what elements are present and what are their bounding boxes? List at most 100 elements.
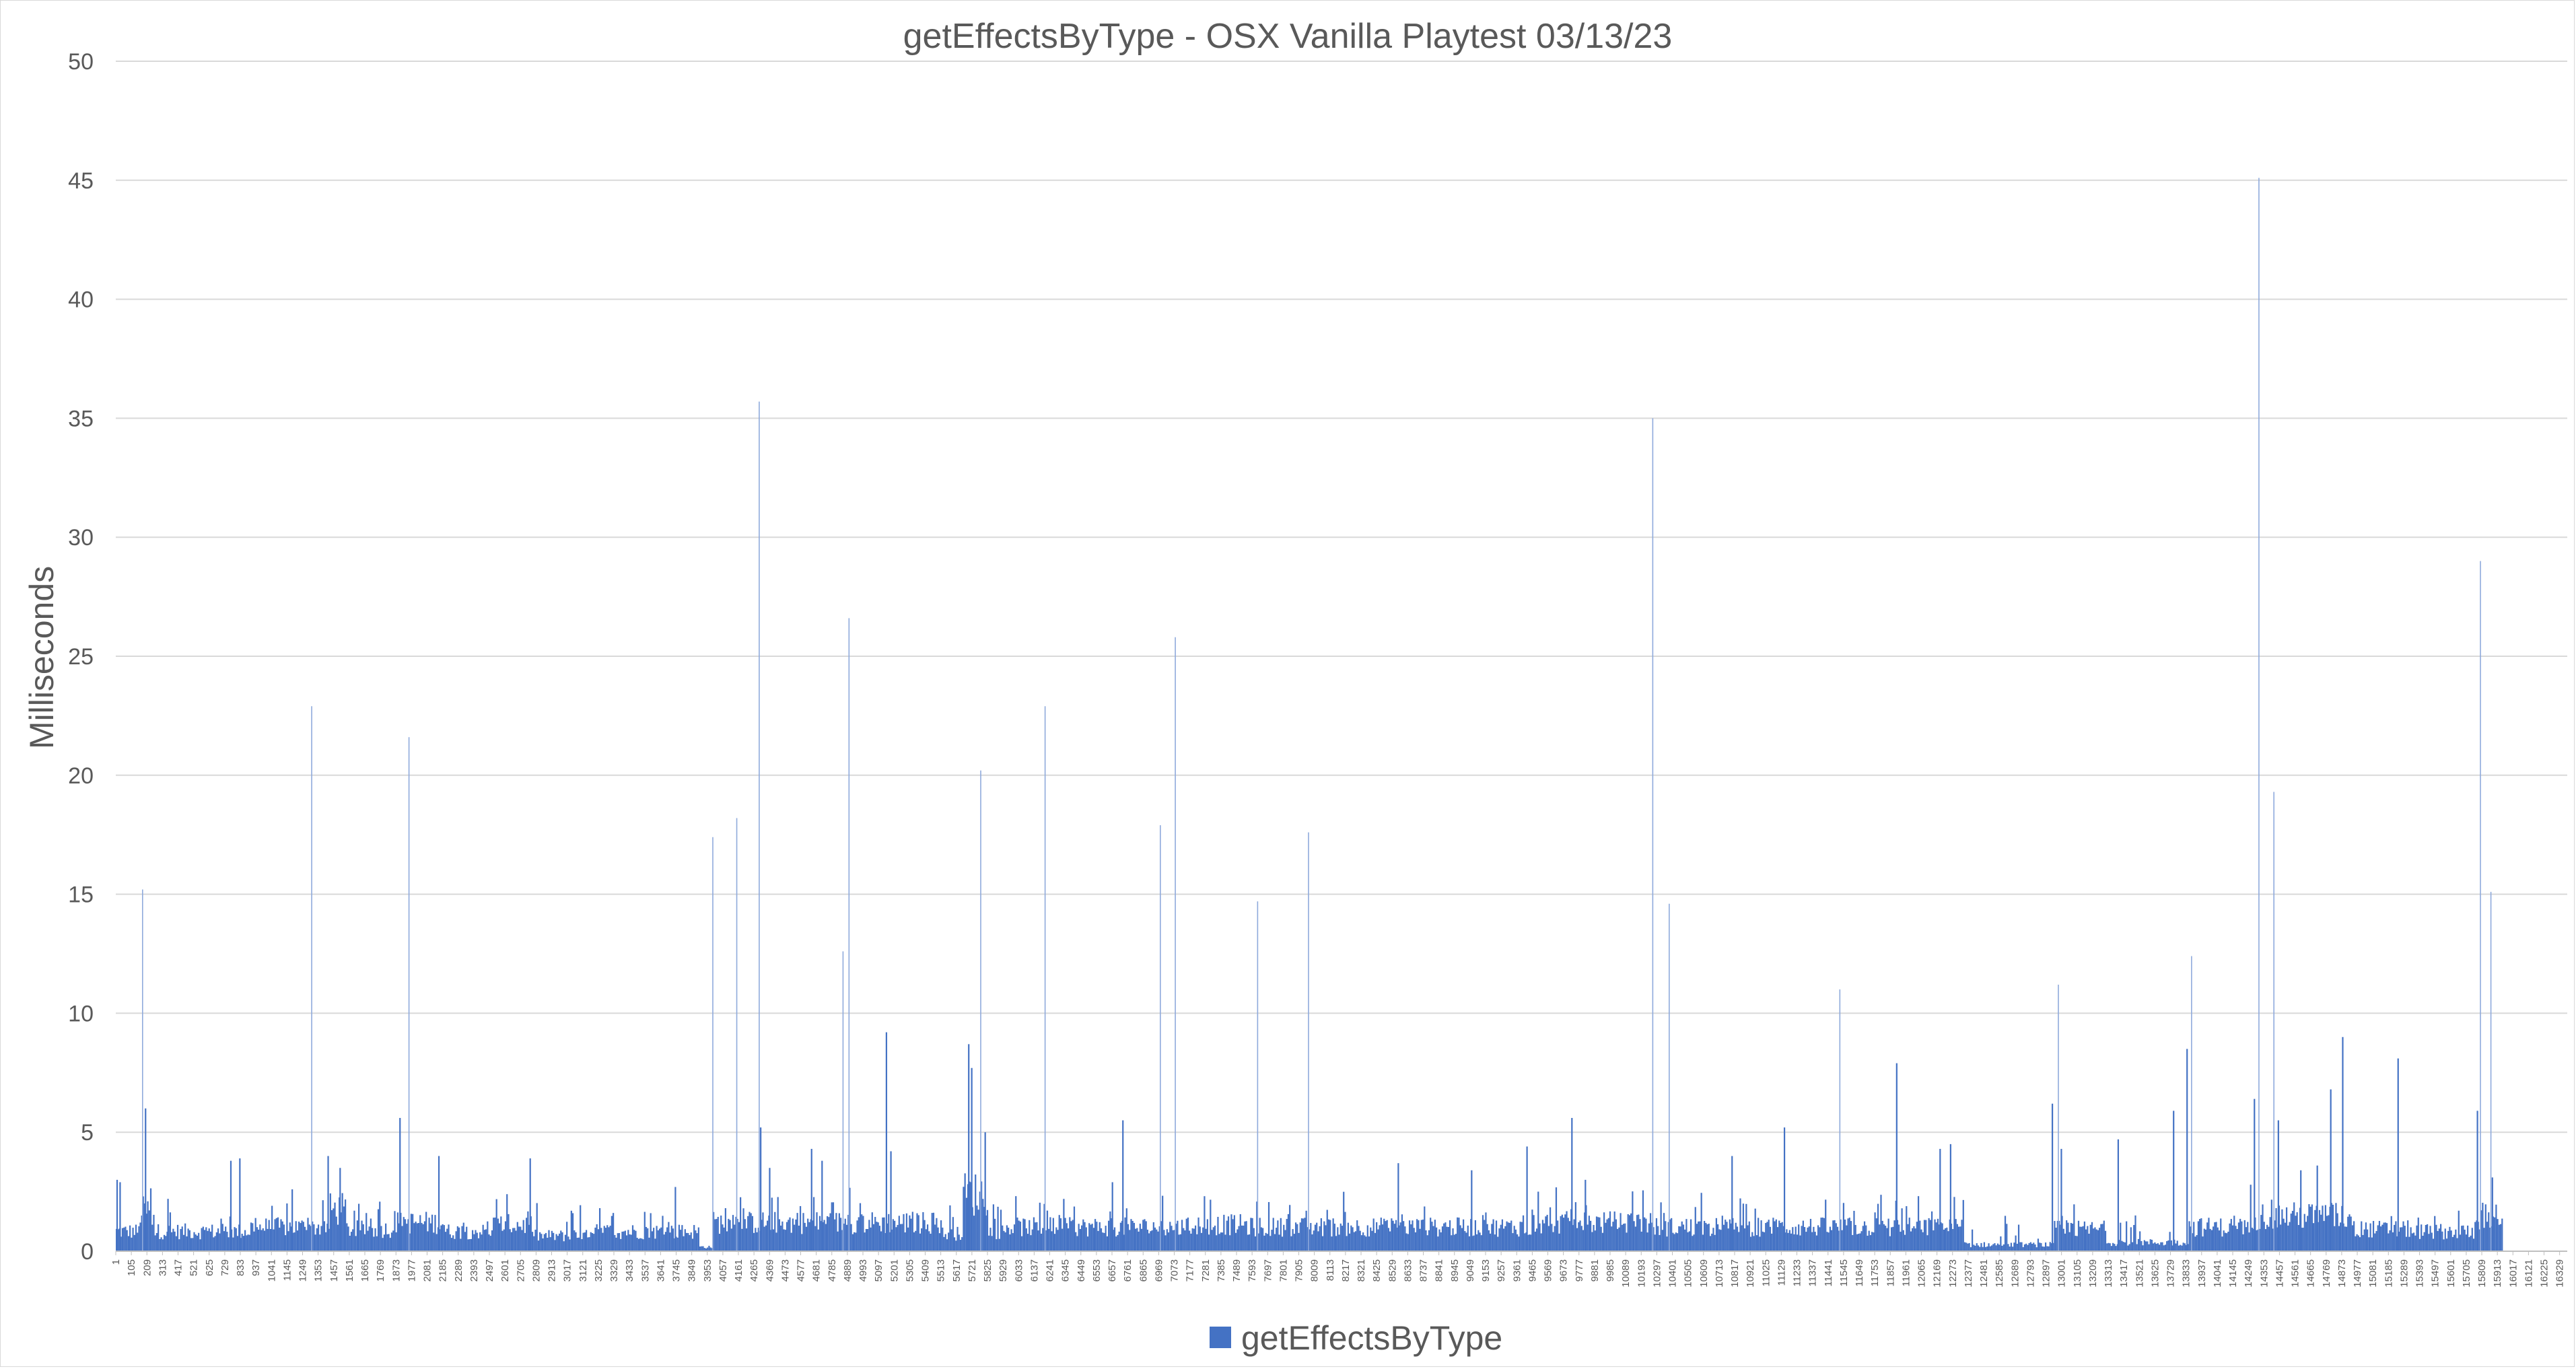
bar (717, 1216, 719, 1251)
bar (1952, 1229, 1954, 1251)
bar (656, 1226, 658, 1251)
bar (2482, 1203, 2484, 1251)
x-tick-label: 16017 (2507, 1259, 2519, 1288)
bar (1492, 1219, 1494, 1251)
x-tick-label: 10089 (1620, 1259, 1632, 1288)
bar (1933, 1230, 1935, 1251)
bar (1956, 1224, 1959, 1251)
bar (977, 1209, 979, 1251)
spike-bar (1585, 1179, 1587, 1251)
bar (1314, 1224, 1317, 1251)
bar (1452, 1228, 1454, 1251)
bar (1280, 1218, 1282, 1251)
bar (2034, 1244, 2036, 1251)
bar (2056, 1220, 2058, 1251)
bar (1407, 1234, 1409, 1251)
bar (2270, 1199, 2272, 1251)
bar (1639, 1219, 1641, 1251)
spike-bar (1526, 1146, 1528, 1251)
bar (1112, 1230, 1114, 1251)
bar (699, 1246, 701, 1251)
bar (220, 1218, 222, 1251)
bar (1349, 1233, 1351, 1251)
y-tick-label: 5 (81, 1120, 94, 1146)
bar (1408, 1220, 1411, 1251)
bar (1763, 1232, 1766, 1251)
x-tick-label: 13417 (2118, 1259, 2130, 1288)
bar (1250, 1218, 1252, 1251)
bar (1838, 1230, 1840, 1251)
bar (493, 1218, 495, 1251)
bar (621, 1231, 623, 1251)
bar (229, 1216, 231, 1251)
bar (1389, 1231, 1391, 1251)
bar (1172, 1230, 1174, 1251)
bar (1835, 1223, 1837, 1251)
bar (1370, 1227, 1372, 1251)
bar (2476, 1220, 2478, 1251)
bar (633, 1230, 635, 1251)
bar (144, 1203, 146, 1251)
bar (302, 1222, 304, 1251)
bar (1663, 1213, 1665, 1251)
bar (1690, 1219, 1692, 1251)
bar (410, 1214, 413, 1251)
bar (460, 1238, 462, 1251)
bar (382, 1238, 384, 1251)
bar (2066, 1220, 2068, 1251)
bar (1359, 1230, 1361, 1251)
bar (518, 1226, 520, 1251)
bar (1477, 1230, 1480, 1251)
bar (1693, 1234, 1695, 1251)
bar (1364, 1235, 1366, 1251)
bar (2062, 1228, 2064, 1251)
bar (946, 1239, 948, 1251)
bar (186, 1236, 188, 1251)
bar (503, 1229, 505, 1251)
bar (1021, 1236, 1023, 1251)
bar (1944, 1228, 1947, 1251)
x-tick-label: 3017 (562, 1259, 573, 1282)
bar (1868, 1230, 1870, 1251)
bar (1184, 1230, 1186, 1251)
x-tick-label: 4889 (842, 1259, 854, 1282)
x-tick-label: 11649 (1854, 1259, 1865, 1287)
bar (296, 1230, 299, 1251)
bar (235, 1228, 237, 1251)
bar (1085, 1227, 1087, 1251)
bar (1414, 1232, 1417, 1251)
bar (1766, 1222, 1768, 1251)
bar (675, 1236, 677, 1251)
bar (2164, 1244, 2167, 1251)
bar (1486, 1224, 1488, 1251)
bar (1500, 1224, 1502, 1251)
spike-bar (145, 1108, 147, 1251)
bar (1441, 1226, 1444, 1251)
bar (339, 1197, 341, 1251)
bar (242, 1236, 245, 1251)
bar (1247, 1234, 1249, 1251)
bar (273, 1229, 275, 1251)
bar (1257, 1233, 1259, 1251)
bar (557, 1236, 559, 1251)
bar (658, 1228, 661, 1251)
bar (2121, 1240, 2123, 1251)
x-tick-label: 2809 (530, 1259, 542, 1282)
bar (2390, 1216, 2392, 1251)
bar (1249, 1234, 1251, 1251)
bar (808, 1222, 810, 1251)
bar (2371, 1237, 2373, 1251)
spike-bar (339, 1168, 341, 1251)
bar (1681, 1221, 1683, 1251)
bar (745, 1228, 748, 1251)
bar (188, 1230, 190, 1251)
bar (1196, 1234, 1198, 1251)
bar (1649, 1213, 1652, 1251)
bar (989, 1228, 991, 1251)
bar (2176, 1240, 2178, 1251)
bar (2247, 1222, 2249, 1251)
bar (1013, 1224, 1016, 1251)
bar (403, 1217, 405, 1251)
bar (1825, 1199, 1827, 1251)
bar (1274, 1234, 1276, 1251)
